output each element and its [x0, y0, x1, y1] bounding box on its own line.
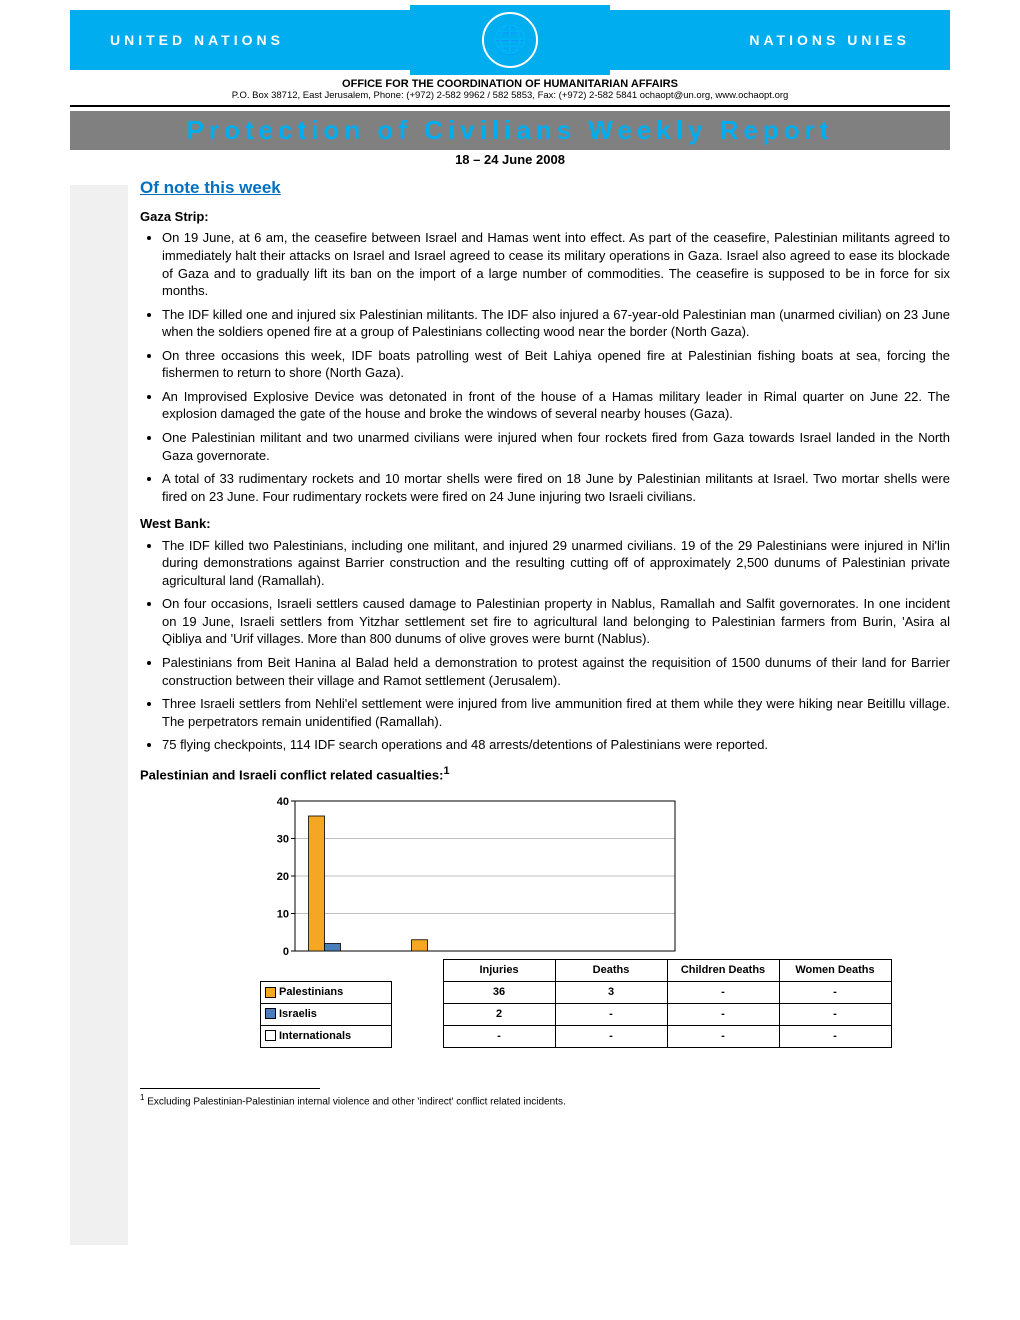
list-item: On four occasions, Israeli settlers caus…: [162, 595, 950, 648]
table-header: Deaths: [555, 960, 667, 982]
footnote: 1 Excluding Palestinian-Palestinian inte…: [140, 1093, 1020, 1107]
list-item: On 19 June, at 6 am, the ceasefire betwe…: [162, 229, 950, 299]
wb-heading: West Bank:: [140, 515, 950, 533]
casualties-chart: 0 10 20 30 40: [260, 796, 950, 961]
spacer-cell: [392, 1025, 444, 1047]
gaza-heading: Gaza Strip:: [140, 208, 950, 226]
spacer-cell: [392, 981, 444, 1003]
table-cell: 2: [443, 1003, 555, 1025]
spacer-cell: [392, 1003, 444, 1025]
report-title: Protection of Civilians Weekly Report: [187, 115, 834, 145]
footnote-ref: 1: [443, 765, 449, 777]
list-item: 75 flying checkpoints, 114 IDF search op…: [162, 736, 950, 754]
table-cell: -: [667, 1003, 779, 1025]
section-heading: Of note this week: [140, 177, 950, 200]
list-item: A total of 33 rudimentary rockets and 10…: [162, 470, 950, 505]
banner-right-text: NATIONS UNIES: [749, 32, 910, 48]
gaza-list: On 19 June, at 6 am, the ceasefire betwe…: [140, 229, 950, 505]
table-cell: 3: [555, 981, 667, 1003]
table-cell: -: [779, 981, 891, 1003]
chart-wrap: 0 10 20 30 40 InjuriesDeathsChildren DeathsW…: [260, 796, 950, 1048]
footnote-text: Excluding Palestinian-Palestinian intern…: [144, 1096, 565, 1107]
list-item: Three Israeli settlers from Nehli'el set…: [162, 695, 950, 730]
office-block: OFFICE FOR THE COORDINATION OF HUMANITAR…: [70, 78, 950, 101]
sidebar-gray: [70, 185, 128, 1245]
table-header: Injuries: [443, 960, 555, 982]
table-header: Children Deaths: [667, 960, 779, 982]
blank-cell: [261, 960, 392, 982]
content-body: Of note this week Gaza Strip: On 19 June…: [140, 177, 950, 1048]
casualties-table: InjuriesDeathsChildren DeathsWomen Death…: [260, 959, 892, 1047]
banner-left-text: UNITED NATIONS: [110, 32, 284, 48]
svg-text:40: 40: [277, 796, 289, 808]
emblem-circle: 🌐: [482, 12, 538, 68]
wb-list: The IDF killed two Palestinians, includi…: [140, 537, 950, 754]
table-row: Palestinians363--: [261, 981, 892, 1003]
date-range: 18 – 24 June 2008: [0, 152, 1020, 167]
table-cell: -: [667, 1025, 779, 1047]
table-cell: -: [555, 1003, 667, 1025]
table-cell: -: [779, 1003, 891, 1025]
svg-text:10: 10: [277, 908, 289, 920]
office-title: OFFICE FOR THE COORDINATION OF HUMANITAR…: [70, 78, 950, 90]
spacer-cell: [392, 960, 444, 982]
svg-text:0: 0: [283, 946, 289, 956]
legend-swatch: [265, 987, 276, 998]
legend-swatch: [265, 1030, 276, 1041]
footnote-separator: [140, 1088, 320, 1089]
office-address: P.O. Box 38712, East Jerusalem, Phone: (…: [70, 90, 950, 101]
svg-text:20: 20: [277, 871, 289, 883]
list-item: On three occasions this week, IDF boats …: [162, 347, 950, 382]
list-item: Palestinians from Beit Hanina al Balad h…: [162, 654, 950, 689]
un-emblem: 🌐: [410, 5, 610, 75]
list-item: An Improvised Explosive Device was deton…: [162, 388, 950, 423]
table-cell: 36: [443, 981, 555, 1003]
casualties-heading-text: Palestinian and Israeli conflict related…: [140, 767, 443, 782]
list-item: One Palestinian militant and two unarmed…: [162, 429, 950, 464]
legend-cell: Israelis: [261, 1003, 392, 1025]
report-title-bar: Protection of Civilians Weekly Report: [70, 111, 950, 150]
table-header: Women Deaths: [779, 960, 891, 982]
chart-svg: 0 10 20 30 40: [260, 796, 680, 956]
table-cell: -: [443, 1025, 555, 1047]
banner: UNITED NATIONS 🌐 NATIONS UNIES: [70, 10, 950, 70]
casualties-heading: Palestinian and Israeli conflict related…: [140, 764, 950, 784]
list-item: The IDF killed two Palestinians, includi…: [162, 537, 950, 590]
svg-text:30: 30: [277, 833, 289, 845]
table-row: Israelis2---: [261, 1003, 892, 1025]
table-header-row: InjuriesDeathsChildren DeathsWomen Death…: [261, 960, 892, 982]
list-item: The IDF killed one and injured six Pales…: [162, 306, 950, 341]
table-row: Internationals----: [261, 1025, 892, 1047]
divider-top: [70, 105, 950, 107]
legend-cell: Palestinians: [261, 981, 392, 1003]
table-cell: -: [555, 1025, 667, 1047]
table-cell: -: [667, 981, 779, 1003]
legend-cell: Internationals: [261, 1025, 392, 1047]
globe-icon: 🌐: [493, 26, 528, 54]
legend-swatch: [265, 1008, 276, 1019]
table-cell: -: [779, 1025, 891, 1047]
page: UNITED NATIONS 🌐 NATIONS UNIES OFFICE FO…: [0, 10, 1020, 1167]
